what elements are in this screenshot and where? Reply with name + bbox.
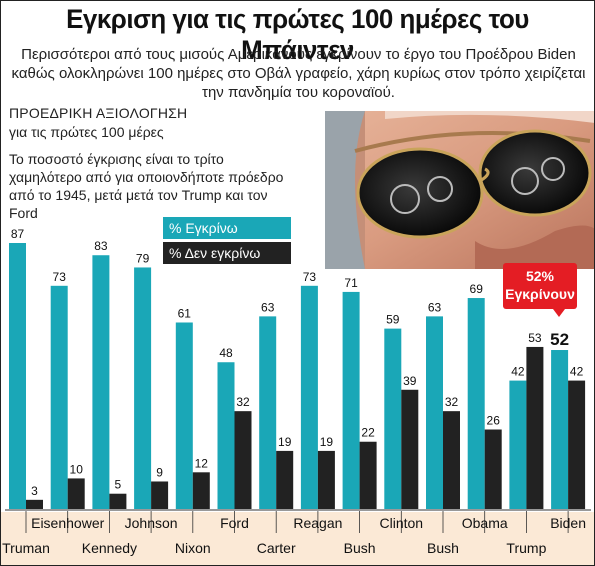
- value-label-disapprove-3: 9: [156, 465, 163, 479]
- value-label-disapprove-12: 53: [528, 331, 542, 345]
- bar-disapprove-10: [443, 411, 460, 509]
- bar-disapprove-9: [401, 389, 419, 509]
- value-label-disapprove-9: 39: [403, 374, 417, 388]
- bar-disapprove-4: [192, 472, 210, 509]
- side-subtitle: για τις πρώτες 100 μέρες: [9, 124, 164, 140]
- value-label-approve-10: 63: [428, 300, 442, 314]
- category-label-11: Obama: [462, 515, 508, 531]
- category-label-13: Biden: [550, 515, 586, 531]
- category-label-8: Bush: [344, 540, 376, 556]
- value-label-disapprove-8: 22: [361, 426, 375, 440]
- value-label-approve-1: 73: [53, 270, 67, 284]
- page-title: Εγκριση για τις πρώτες 100 ημέρες του Μπ…: [66, 4, 529, 65]
- label-band: [1, 512, 594, 565]
- category-label-6: Carter: [257, 540, 296, 556]
- category-label-3: Johnson: [125, 515, 178, 531]
- value-label-disapprove-13: 42: [570, 365, 584, 379]
- bar-approve-0: [9, 243, 26, 509]
- category-label-2: Kennedy: [82, 540, 137, 556]
- bar-disapprove-0: [26, 499, 43, 509]
- value-label-disapprove-0: 3: [31, 484, 38, 498]
- value-label-disapprove-6: 19: [278, 435, 292, 449]
- category-label-7: Reagan: [293, 515, 342, 531]
- callout-arrow: [553, 309, 565, 317]
- category-label-12: Trump: [506, 540, 546, 556]
- bar-disapprove-13: [568, 380, 586, 509]
- bar-disapprove-11: [484, 429, 502, 509]
- value-label-approve-13: 52: [550, 330, 569, 349]
- bar-disapprove-12: [526, 346, 544, 509]
- bar-approve-1: [50, 285, 68, 509]
- bar-disapprove-2: [109, 493, 127, 509]
- side-title: ΠΡΟΕΔΡΙΚΗ ΑΞΙΟΛΟΓΗΣΗ: [9, 105, 188, 121]
- category-label-0: Truman: [2, 540, 50, 556]
- category-label-1: Eisenhower: [31, 515, 104, 531]
- category-label-4: Nixon: [175, 540, 211, 556]
- bar-approve-11: [467, 298, 485, 509]
- value-label-approve-2: 83: [94, 239, 108, 253]
- value-label-approve-8: 71: [344, 276, 358, 290]
- bar-disapprove-8: [359, 441, 377, 509]
- page-subtitle: Περισσότεροι από τους μισούς Αμερικανούς…: [11, 46, 586, 101]
- side-note: Το ποσοστό έγκρισης είναι το τρίτο χαμηλ…: [9, 151, 284, 221]
- value-label-disapprove-7: 19: [320, 435, 334, 449]
- bar-approve-3: [134, 267, 152, 509]
- bar-approve-12: [509, 380, 527, 509]
- callout-label: Εγκρίνουν: [505, 286, 575, 302]
- bar-approve-9: [384, 328, 402, 509]
- value-label-approve-7: 73: [303, 270, 317, 284]
- value-label-approve-4: 61: [178, 306, 192, 320]
- bar-disapprove-6: [276, 450, 294, 509]
- bar-disapprove-7: [317, 450, 335, 509]
- bar-disapprove-3: [151, 481, 169, 509]
- bar-approve-7: [300, 285, 318, 509]
- bar-approve-4: [175, 322, 193, 509]
- category-label-10: Bush: [427, 540, 459, 556]
- legend-disapprove: % Δεν εγκρίνω: [163, 242, 291, 264]
- value-label-approve-6: 63: [261, 300, 275, 314]
- value-label-disapprove-1: 10: [70, 462, 84, 476]
- bar-disapprove-5: [234, 411, 252, 509]
- value-label-approve-3: 79: [136, 251, 150, 265]
- bar-approve-6: [259, 316, 277, 509]
- value-label-disapprove-11: 26: [487, 414, 501, 428]
- value-label-approve-9: 59: [386, 313, 400, 327]
- bar-approve-8: [342, 291, 360, 509]
- bar-approve-13: [551, 350, 569, 509]
- value-label-approve-11: 69: [470, 282, 484, 296]
- category-label-9: Clinton: [380, 515, 424, 531]
- callout-percent: 52%: [525, 268, 555, 284]
- value-label-disapprove-2: 5: [115, 478, 122, 492]
- category-label-5: Ford: [220, 515, 249, 531]
- bar-approve-2: [92, 255, 110, 509]
- value-label-approve-5: 48: [219, 346, 233, 360]
- value-label-disapprove-10: 32: [445, 395, 459, 409]
- bar-disapprove-1: [67, 478, 85, 509]
- value-label-approve-0: 87: [11, 227, 25, 241]
- value-label-approve-12: 42: [511, 365, 525, 379]
- legend-approve: % Εγκρίνω: [163, 217, 291, 239]
- bar-approve-10: [426, 316, 443, 509]
- value-label-disapprove-4: 12: [195, 456, 209, 470]
- biden-callout: 52% Εγκρίνουν: [503, 263, 577, 309]
- bar-approve-5: [217, 362, 235, 509]
- value-label-disapprove-5: 32: [236, 395, 250, 409]
- biden-sunglasses-photo: [325, 111, 594, 269]
